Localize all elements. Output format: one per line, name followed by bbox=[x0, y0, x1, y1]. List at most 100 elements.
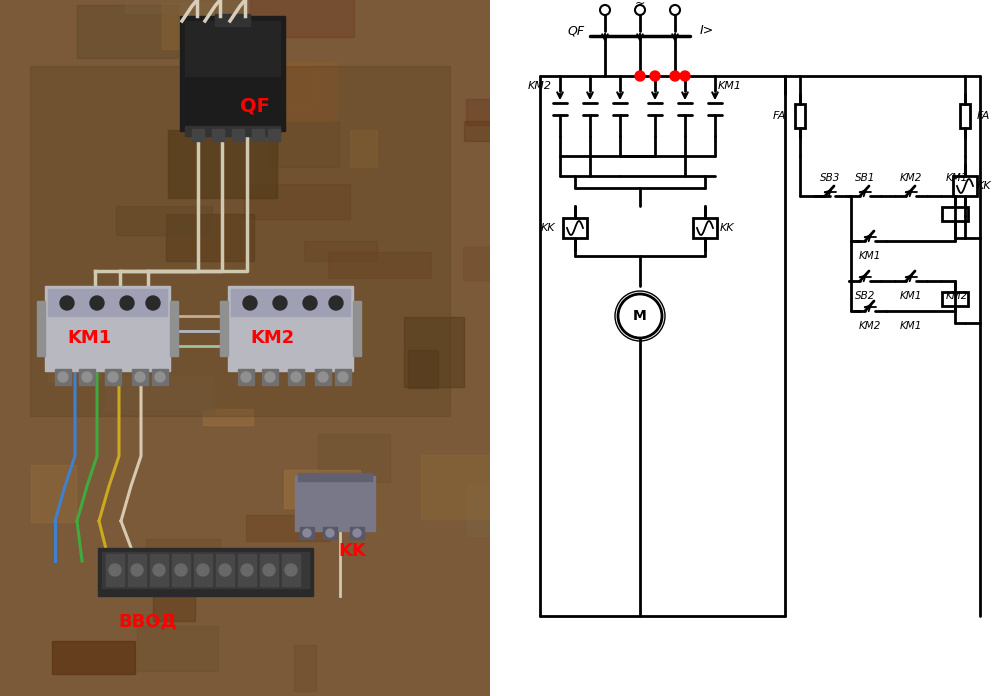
Bar bbox=[294, 644, 316, 691]
Bar bbox=[152, 369, 168, 385]
Circle shape bbox=[326, 529, 334, 537]
Bar bbox=[464, 120, 514, 141]
Bar bbox=[185, 21, 280, 76]
Text: FA: FA bbox=[773, 111, 786, 121]
Bar bbox=[228, 286, 353, 371]
Bar bbox=[404, 317, 464, 388]
Bar bbox=[168, 129, 277, 198]
Circle shape bbox=[153, 564, 165, 576]
Text: KK: KK bbox=[720, 223, 734, 233]
Text: ~: ~ bbox=[635, 0, 645, 10]
Bar bbox=[563, 218, 587, 238]
Bar bbox=[45, 286, 170, 371]
Text: KM1: KM1 bbox=[67, 329, 111, 347]
Text: SB2: SB2 bbox=[855, 291, 875, 301]
Bar bbox=[170, 301, 178, 356]
Bar bbox=[463, 247, 511, 280]
Circle shape bbox=[303, 296, 317, 310]
Circle shape bbox=[120, 296, 134, 310]
Bar bbox=[98, 548, 313, 596]
Bar bbox=[79, 369, 95, 385]
Text: KK: KK bbox=[540, 223, 555, 233]
Circle shape bbox=[291, 372, 301, 382]
Circle shape bbox=[680, 71, 690, 81]
Bar bbox=[48, 357, 101, 381]
Bar bbox=[224, 64, 312, 106]
Circle shape bbox=[303, 529, 311, 537]
Bar bbox=[246, 515, 330, 541]
Circle shape bbox=[329, 296, 343, 310]
Circle shape bbox=[82, 372, 92, 382]
Text: SB1: SB1 bbox=[855, 173, 875, 183]
Bar bbox=[353, 301, 361, 356]
Bar bbox=[238, 369, 254, 385]
Text: ВВОД: ВВОД bbox=[118, 612, 177, 630]
Bar bbox=[153, 580, 195, 621]
Bar bbox=[162, 3, 214, 49]
Bar bbox=[77, 6, 178, 58]
Bar bbox=[31, 465, 76, 522]
Bar bbox=[137, 626, 218, 671]
Bar bbox=[252, 129, 264, 141]
Circle shape bbox=[273, 296, 287, 310]
Bar bbox=[318, 434, 390, 482]
Bar bbox=[315, 369, 331, 385]
Bar bbox=[216, 554, 234, 586]
Bar bbox=[244, 184, 350, 219]
Circle shape bbox=[353, 529, 361, 537]
Bar bbox=[282, 554, 300, 586]
Circle shape bbox=[670, 71, 680, 81]
Text: FA: FA bbox=[977, 111, 990, 121]
Circle shape bbox=[175, 564, 187, 576]
Bar bbox=[350, 527, 364, 539]
Bar bbox=[284, 470, 360, 507]
Text: QF: QF bbox=[240, 97, 270, 116]
Bar bbox=[238, 554, 256, 586]
Bar bbox=[250, 0, 354, 37]
Circle shape bbox=[197, 564, 209, 576]
Bar bbox=[288, 369, 304, 385]
Circle shape bbox=[131, 564, 143, 576]
Bar bbox=[328, 252, 431, 278]
Bar bbox=[172, 554, 190, 586]
Text: KK: KK bbox=[977, 181, 992, 191]
Circle shape bbox=[109, 564, 121, 576]
Circle shape bbox=[318, 372, 328, 382]
Bar bbox=[268, 129, 280, 141]
Bar bbox=[132, 369, 148, 385]
Bar bbox=[106, 554, 124, 586]
Text: KM2: KM2 bbox=[528, 81, 552, 91]
Bar bbox=[212, 129, 224, 141]
Bar bbox=[960, 104, 970, 128]
Text: M: M bbox=[633, 309, 647, 323]
Bar bbox=[166, 214, 254, 261]
Text: SB3: SB3 bbox=[820, 173, 840, 183]
Text: QF: QF bbox=[568, 24, 585, 38]
Text: KK: KK bbox=[338, 542, 366, 560]
Bar bbox=[231, 289, 350, 316]
Bar bbox=[467, 484, 496, 537]
Bar bbox=[220, 301, 228, 356]
Bar bbox=[48, 289, 167, 316]
Text: KM2: KM2 bbox=[250, 329, 294, 347]
Bar bbox=[795, 104, 805, 128]
Circle shape bbox=[243, 296, 257, 310]
Text: KM2: KM2 bbox=[900, 173, 922, 183]
Circle shape bbox=[90, 296, 104, 310]
Bar bbox=[942, 207, 968, 221]
Bar bbox=[269, 120, 339, 167]
Bar bbox=[30, 66, 450, 416]
Bar bbox=[942, 292, 968, 306]
Bar bbox=[693, 218, 717, 238]
Bar bbox=[350, 130, 377, 167]
Text: KM1: KM1 bbox=[900, 321, 922, 331]
Circle shape bbox=[155, 372, 165, 382]
Bar bbox=[55, 369, 71, 385]
Bar bbox=[105, 369, 121, 385]
Circle shape bbox=[338, 372, 348, 382]
Circle shape bbox=[135, 372, 145, 382]
Text: KM1: KM1 bbox=[859, 251, 881, 261]
Circle shape bbox=[241, 372, 251, 382]
Circle shape bbox=[241, 564, 253, 576]
Circle shape bbox=[60, 296, 74, 310]
